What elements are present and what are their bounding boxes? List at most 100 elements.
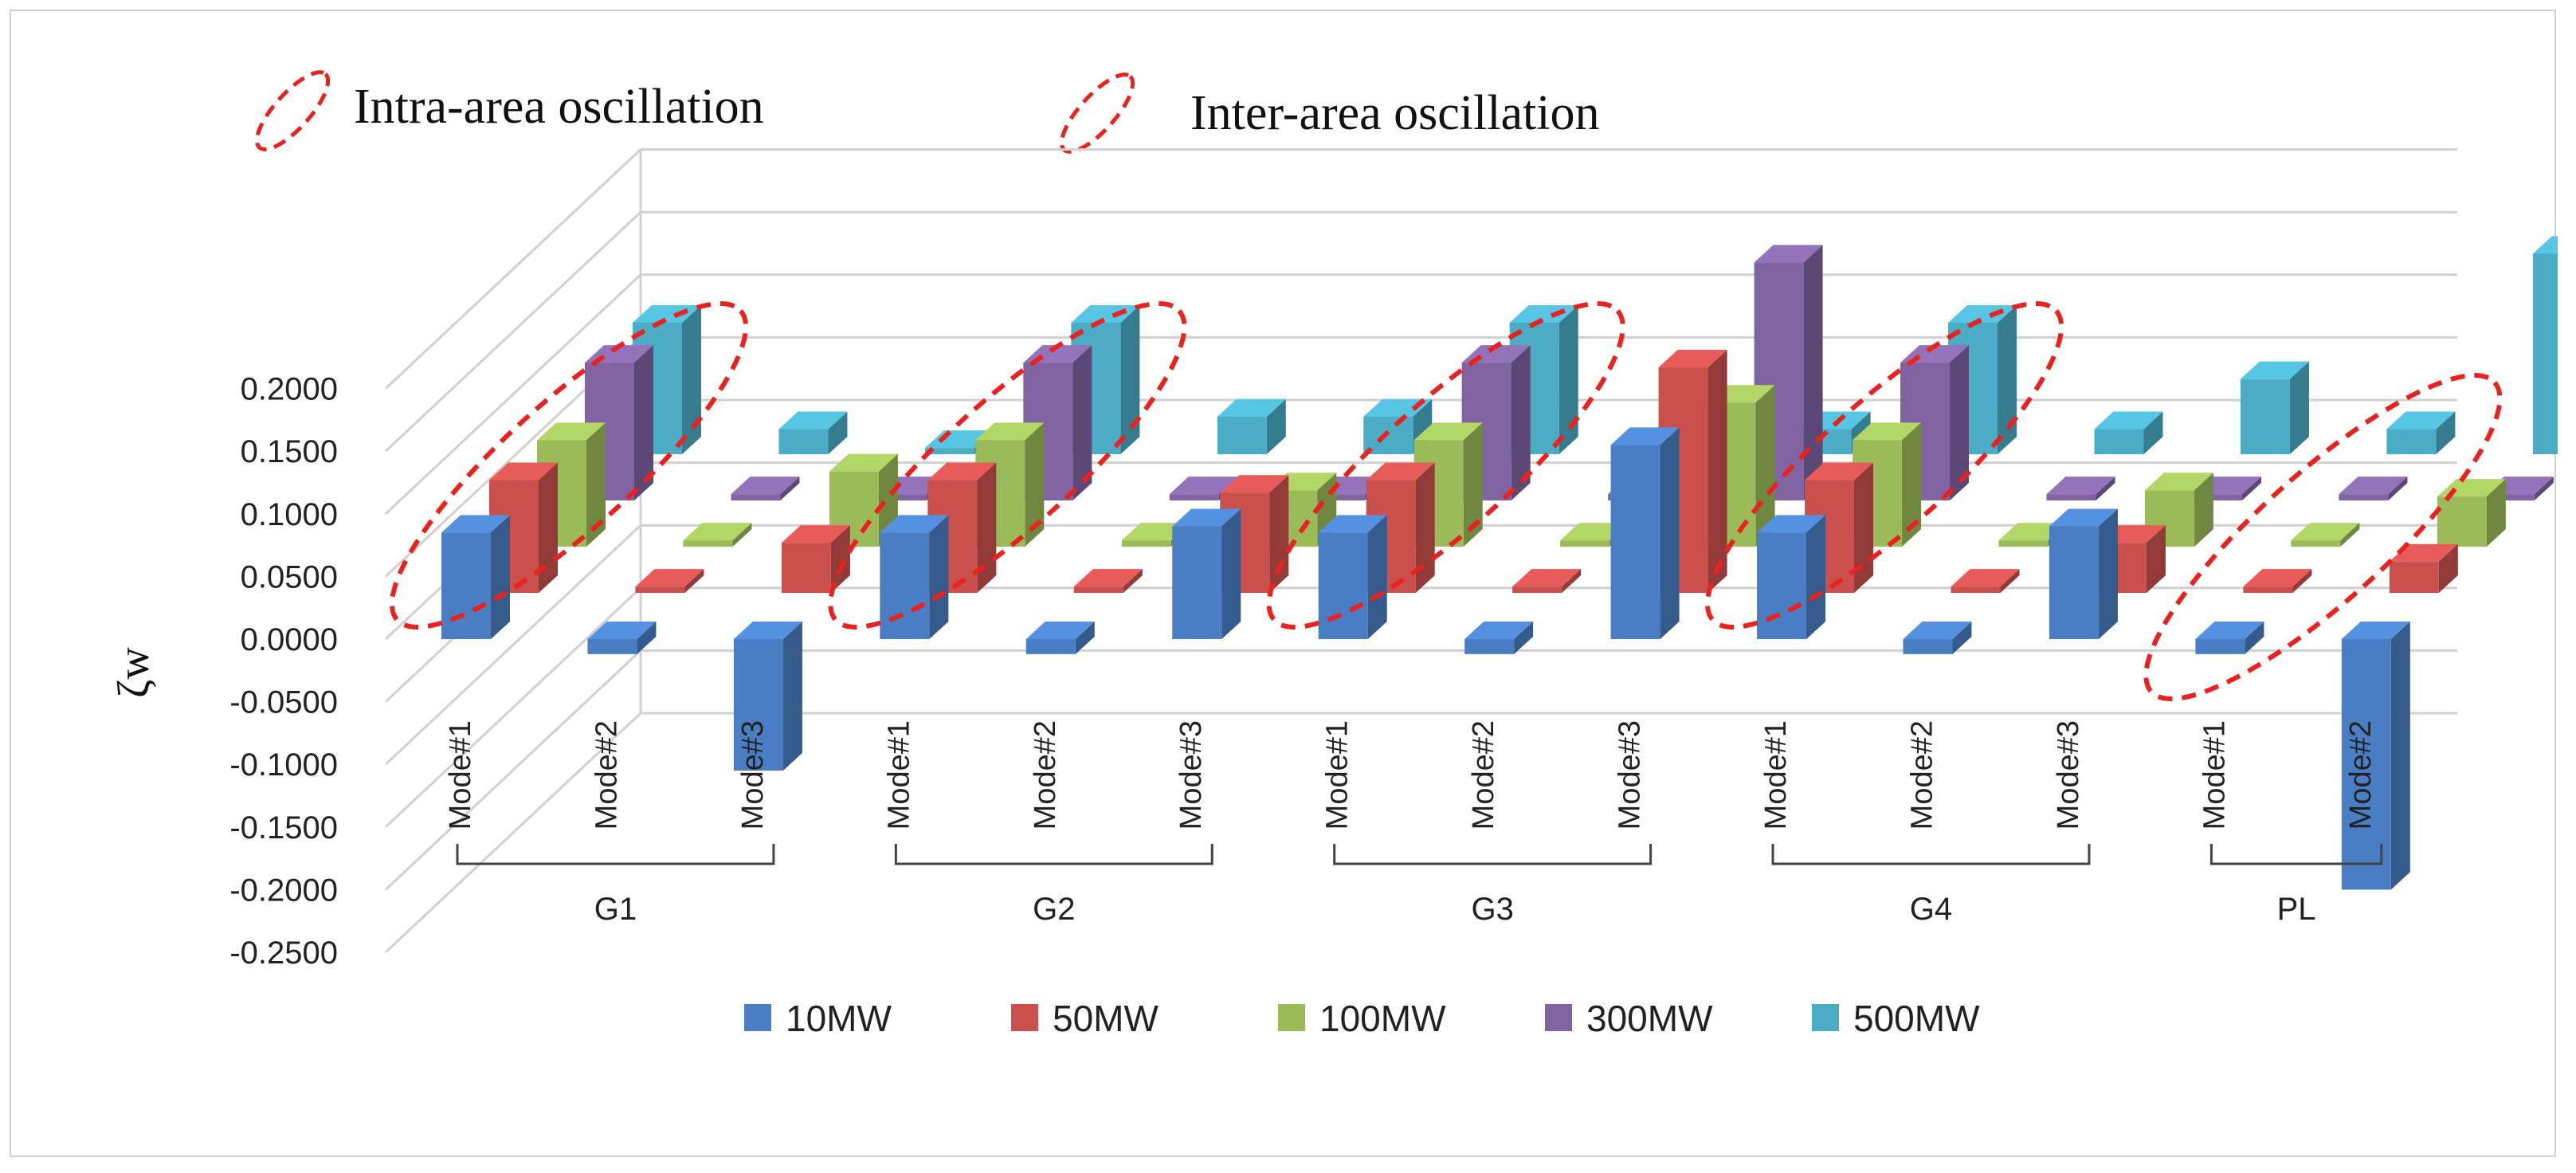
gridline-side (384, 273, 642, 515)
intra-area-label: Intra-area oscillation (354, 80, 764, 134)
series-legend: 10MW 50MW 100MW 300MW 500MW (744, 998, 1980, 1039)
bar-500MW-g4-mode-3 (2240, 361, 2309, 454)
bar-10MW-g3-mode-2 (1464, 622, 1534, 654)
bar-50MW-g3-mode-3 (1658, 350, 1727, 593)
bar-50MW-g3-mode-2 (1512, 569, 1582, 593)
y-tick-label: -0.2000 (229, 873, 338, 908)
category-label: Mode#2 (1905, 720, 1939, 830)
category-label: Mode#2 (590, 720, 623, 830)
legend-swatch (744, 1004, 771, 1031)
bar-50MW-g4-mode-2 (1951, 569, 2020, 593)
group-label: PL (2277, 892, 2316, 927)
bar-300MW-pl-mode-1 (2339, 477, 2408, 500)
bar-500MW-pl-mode-1 (2386, 411, 2456, 454)
chart-svg: Intra-area oscillation Inter-area oscill… (109, 70, 2558, 1039)
y-axis-ticks: 0.2000 0.1500 0.1000 0.0500 0.0000 -0.0500 -0.… (229, 372, 338, 971)
highlight-ellipse-intra (389, 301, 749, 630)
gridline-side (384, 586, 642, 828)
y-tick-label: 0.0000 (241, 622, 338, 657)
legend-label: 10MW (786, 998, 892, 1039)
inter-area-label: Inter-area oscillation (1190, 86, 1599, 140)
bar-500MW-g1-mode-2 (778, 411, 848, 454)
bar-300MW-g4-mode-2 (2046, 477, 2115, 500)
category-label: Mode#2 (1029, 720, 1062, 830)
bar-10MW-pl-mode-2 (2341, 622, 2410, 890)
bar-10MW-g1-mode-3 (733, 622, 802, 771)
legend-label: 500MW (1853, 998, 1980, 1039)
y-tick-label: -0.0500 (229, 685, 338, 720)
group-label: G1 (594, 892, 637, 927)
annotation-legend: Intra-area oscillation Inter-area oscill… (254, 70, 1599, 154)
category-label: Mode#3 (1174, 720, 1208, 830)
chart-frame: Intra-area oscillation Inter-area oscill… (10, 10, 2558, 1157)
highlight-ellipse-intra (1266, 301, 1625, 630)
bar-100MW-g4-mode-3 (2144, 473, 2213, 547)
category-label: Mode#2 (1467, 720, 1500, 830)
group-bracket (894, 844, 1214, 865)
bar-300MW-g1-mode-1 (585, 345, 653, 500)
y-tick-label: 0.1000 (241, 497, 338, 532)
category-label: Mode#1 (882, 720, 916, 830)
highlight-ellipse-intra (1704, 301, 2064, 630)
legend-swatch (1812, 1004, 1839, 1031)
y-tick-label: -0.1500 (229, 810, 338, 845)
gridline-side (384, 148, 642, 390)
bar-500MW-g2-mode-2 (1217, 398, 1286, 454)
bar-100MW-pl-mode-2 (2437, 479, 2506, 547)
bar-10MW-g4-mode-3 (2049, 508, 2118, 639)
legend-swatch (1278, 1004, 1305, 1031)
bar-50MW-pl-mode-1 (2243, 569, 2312, 593)
y-tick-label: 0.2000 (241, 372, 338, 407)
group-label: G2 (1033, 892, 1075, 927)
group-bracket (1333, 844, 1653, 865)
y-axis-label: ζw (109, 647, 159, 698)
y-tick-label: 0.0500 (241, 559, 338, 594)
highlight-ellipse-inter (2143, 373, 2503, 701)
gridline-side (384, 211, 642, 453)
bar-10MW-g2-mode-1 (880, 515, 949, 639)
bar-10MW-g1-mode-1 (441, 515, 510, 639)
category-label: Mode#3 (1613, 720, 1647, 830)
bar-10MW-g3-mode-3 (1610, 427, 1680, 639)
group-label: G3 (1471, 892, 1513, 927)
bar-100MW-g1-mode-2 (683, 523, 752, 547)
legend-label: 100MW (1319, 998, 1446, 1039)
legend-swatch (1545, 1004, 1572, 1031)
legend-label: 300MW (1586, 998, 1713, 1039)
y-tick-label: 0.1500 (241, 434, 338, 469)
bar-100MW-pl-mode-1 (2291, 523, 2360, 547)
category-label: Mode#2 (2344, 720, 2378, 830)
bar-50MW-pl-mode-2 (2389, 543, 2458, 593)
category-label: Mode#1 (1759, 720, 1793, 830)
intra-ellipse-icon (254, 70, 331, 151)
bar-50MW-g2-mode-2 (1073, 569, 1143, 593)
bars (441, 236, 2558, 890)
category-labels: Mode#1 Mode#2 Mode#3 G1 Mode#1 Mode#2 Mode#3 G2… (444, 720, 2383, 927)
bar-100MW-g2-mode-1 (975, 422, 1045, 547)
category-label: Mode#3 (2052, 720, 2085, 830)
y-tick-label: -0.1000 (229, 747, 338, 783)
inter-ellipse-icon (1059, 73, 1135, 154)
bar-10MW-g3-mode-1 (1318, 515, 1387, 639)
highlight-ellipses (389, 301, 2503, 701)
bar-10MW-g4-mode-2 (1903, 622, 1972, 654)
bar-500MW-pl-mode-2 (2532, 236, 2558, 454)
bar-100MW-g4-mode-1 (1853, 422, 1922, 547)
bar-10MW-g4-mode-1 (1757, 515, 1826, 639)
bar-50MW-g1-mode-3 (781, 525, 850, 593)
legend-label: 50MW (1053, 998, 1159, 1039)
category-label: Mode#3 (736, 720, 770, 830)
group-bracket (2209, 844, 2383, 865)
bar-50MW-g1-mode-2 (635, 569, 704, 593)
bar-10MW-pl-mode-1 (2195, 622, 2264, 654)
category-label: Mode#1 (2198, 720, 2231, 830)
bar-10MW-g1-mode-2 (587, 622, 657, 654)
group-bracket (456, 844, 775, 865)
legend-swatch (1011, 1004, 1038, 1031)
bar-500MW-g4-mode-2 (2094, 411, 2163, 454)
y-tick-label: -0.2500 (229, 936, 338, 971)
category-label: Mode#1 (444, 720, 477, 830)
gridline-side (384, 524, 642, 766)
category-label: Mode#1 (1321, 720, 1355, 830)
group-bracket (1771, 844, 2091, 865)
